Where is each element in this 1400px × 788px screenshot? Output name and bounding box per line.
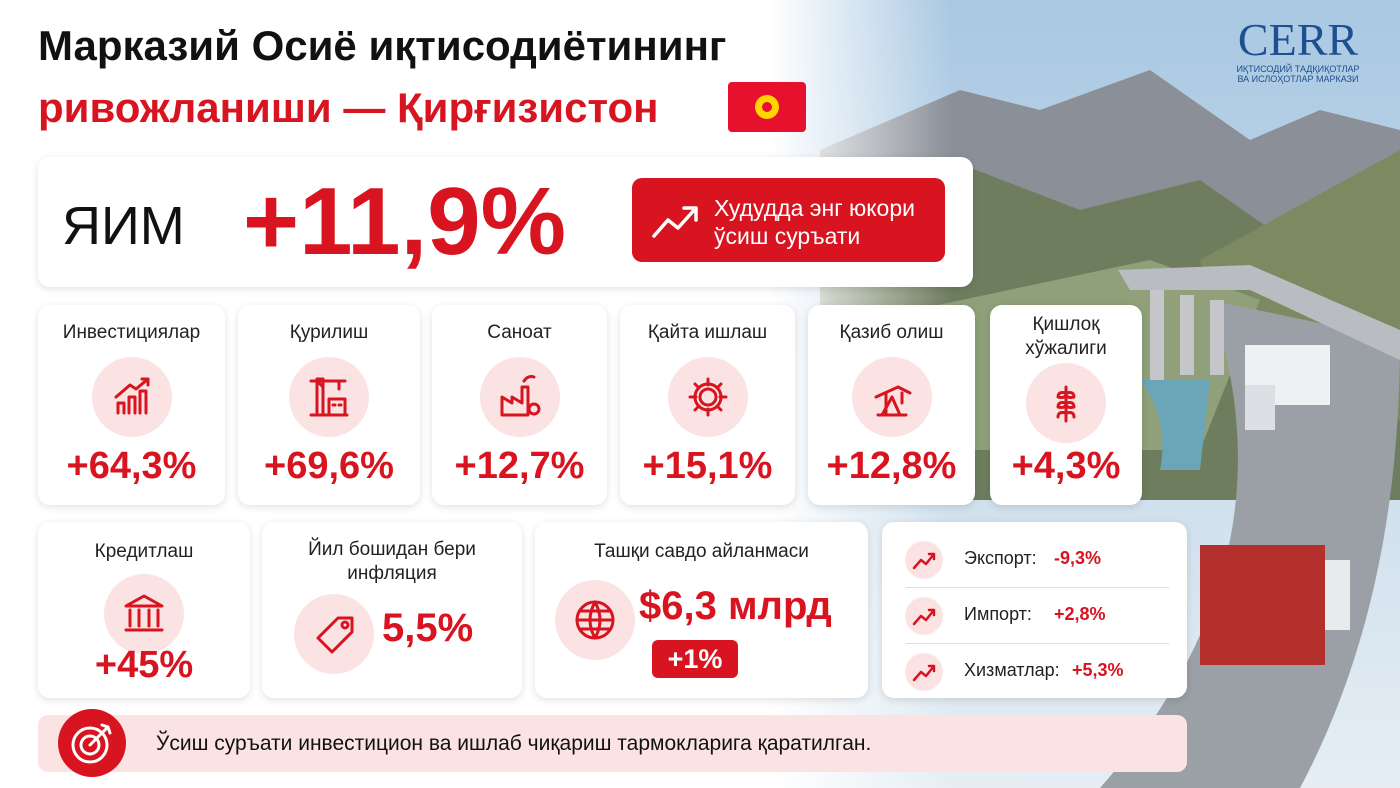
gdp-value: +11,9%: [243, 168, 566, 275]
breakdown-label: Экспорт:: [964, 548, 1037, 568]
sector-card: Қайта ишлаш +15,1%: [620, 305, 795, 505]
sector-value: +12,7%: [454, 445, 585, 487]
trend-icon: [905, 653, 943, 691]
sector-card: Қурилиш +69,6%: [238, 305, 420, 505]
sector-icon: [851, 357, 932, 437]
sector-label: Инвестициялар: [62, 322, 201, 343]
logo-name: CERR: [1237, 14, 1359, 65]
sector-card: Инвестициялар +64,3%: [38, 305, 225, 505]
divider: [906, 643, 1169, 644]
globe-icon: [555, 580, 635, 660]
sector-label: Қурилиш: [289, 322, 369, 343]
logo-line: ИҚТИСОДИЙ ТАДҚИҚОТЛАР: [1236, 64, 1360, 74]
breakdown-value: +2,8%: [1054, 604, 1106, 624]
footer-bar: Ўсиш суръати инвестицион ва ишлаб чиқари…: [38, 709, 1187, 777]
breakdown-row: Экспорт: -9,3%: [882, 534, 1187, 588]
sector-icon: [289, 357, 369, 437]
trend-icon: [652, 206, 698, 238]
inflation-card: Йил бошидан бери инфляция 5,5%: [262, 522, 522, 698]
sector-card: Саноат +12,7%: [432, 305, 607, 505]
breakdown-label: Импорт:: [964, 604, 1032, 624]
credit-value: +45%: [94, 644, 194, 686]
breakdown-value: -9,3%: [1054, 548, 1102, 568]
gdp-note: Худудда энг юкори: [714, 195, 915, 221]
trade-breakdown-card: Экспорт: -9,3% Импорт: +2,8% Хизматлар: …: [882, 522, 1187, 698]
sector-value: +4,3%: [1011, 445, 1121, 487]
target-icon: [58, 709, 126, 777]
sector-label: Қазиб олиш: [839, 322, 944, 343]
trade-label: Ташқи савдо айланмаси: [594, 541, 809, 562]
sector-label: хўжалиги: [1025, 338, 1107, 359]
sector-icon: [1026, 363, 1106, 443]
title-line1: Марказий Осиё иқтисодиётининг: [38, 22, 727, 69]
sector-icon: [667, 357, 748, 437]
divider: [906, 587, 1169, 588]
inflation-value: 5,5%: [382, 606, 474, 650]
sector-value: +15,1%: [642, 445, 773, 487]
credit-label: Кредитлаш: [94, 541, 194, 562]
trade-card: Ташқи савдо айланмаси $6,3 млрд +1%: [535, 522, 868, 698]
breakdown-row: Импорт: +2,8%: [882, 590, 1187, 644]
trade-value: $6,3 млрд: [639, 584, 832, 628]
trade-change: +1%: [652, 640, 738, 678]
sector-value: +12,8%: [826, 445, 957, 487]
inflation-label: Йил бошидан бери: [308, 539, 476, 560]
breakdown-label: Хизматлар:: [964, 660, 1060, 680]
inflation-label: инфляция: [347, 563, 437, 584]
sector-card: Қишлоқ хўжалиги +4,3%: [990, 305, 1142, 505]
sector-value: +64,3%: [66, 445, 197, 487]
footer-text: Ўсиш суръати инвестицион ва ишлаб чиқари…: [156, 732, 872, 755]
flag-kyrgyzstan: [728, 82, 806, 132]
breakdown-value: +5,3%: [1072, 660, 1124, 680]
trend-icon: [905, 541, 943, 579]
gdp-note: ўсиш суръати: [714, 223, 861, 249]
sector-card: Қазиб олиш +12,8%: [808, 305, 975, 505]
sector-label: Қайта ишлаш: [647, 322, 768, 343]
sector-label: Қишлоқ: [1032, 314, 1100, 335]
sector-label: Саноат: [487, 322, 552, 343]
logo: CERR ИҚТИСОДИЙ ТАДҚИҚОТЛАР ВА ИСЛОҲОТЛАР…: [1218, 14, 1378, 85]
sector-value: +69,6%: [264, 445, 394, 487]
trend-icon: [905, 597, 943, 635]
tag-icon: [294, 594, 374, 674]
gdp-card: ЯИМ +11,9% Худудда энг юкори ўсиш суръат…: [38, 157, 973, 287]
sector-icon: [91, 357, 172, 437]
sector-icon: [479, 357, 560, 437]
gdp-label: ЯИМ: [62, 196, 185, 256]
credit-card: Кредитлаш +45%: [38, 522, 250, 698]
breakdown-row: Хизматлар: +5,3%: [882, 646, 1187, 696]
logo-line: ВА ИСЛОҲОТЛАР МАРКАЗИ: [1237, 74, 1359, 84]
bank-icon: [104, 574, 184, 654]
gdp-note-box: Худудда энг юкори ўсиш суръати: [632, 178, 945, 262]
title-line2: ривожланиши — Қирғизистон: [38, 84, 659, 131]
